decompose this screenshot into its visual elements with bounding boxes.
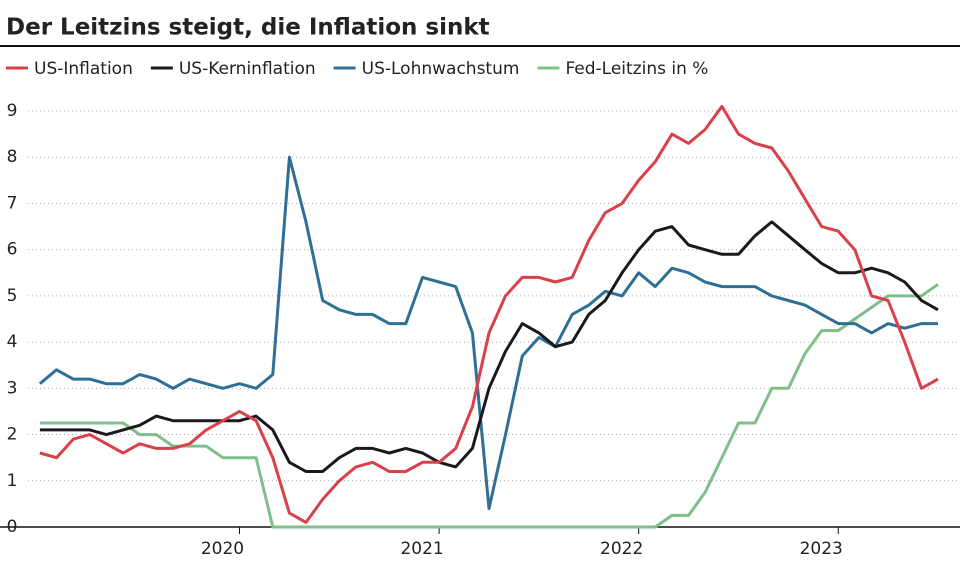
series-line <box>39 220 939 473</box>
x-tick-label: 2022 <box>600 539 643 559</box>
y-tick-label: 9 <box>7 101 18 121</box>
legend: US-Inflation US-Kerninflation US-Lohnwachs… <box>6 59 708 79</box>
chart-title: Der Leitzins steigt, die Inflation sinkt <box>6 15 490 41</box>
legend-label: US-Lohnwachstum <box>362 59 520 79</box>
x-tick-label: 2023 <box>800 539 843 559</box>
y-tick-label: 2 <box>7 425 18 445</box>
series-line <box>38 155 938 510</box>
legend-label: US-Kerninflation <box>179 59 316 79</box>
x-tick-label: 2021 <box>400 539 443 559</box>
y-tick-label: 6 <box>7 240 18 260</box>
y-tick-label: 1 <box>7 471 18 491</box>
y-tick-label: 4 <box>7 332 18 352</box>
y-tick-label: 8 <box>7 147 18 167</box>
y-tick-label: 5 <box>7 286 18 306</box>
legend-label: US-Inflation <box>34 59 133 79</box>
series-line <box>39 283 939 529</box>
y-tick-label: 7 <box>7 193 18 213</box>
legend-label: Fed-Leitzins in % <box>565 59 708 79</box>
x-tick-label: 2020 <box>201 539 244 559</box>
y-tick-label: 0 <box>7 517 18 537</box>
y-tick-label: 3 <box>7 378 18 398</box>
series-line <box>39 104 939 524</box>
